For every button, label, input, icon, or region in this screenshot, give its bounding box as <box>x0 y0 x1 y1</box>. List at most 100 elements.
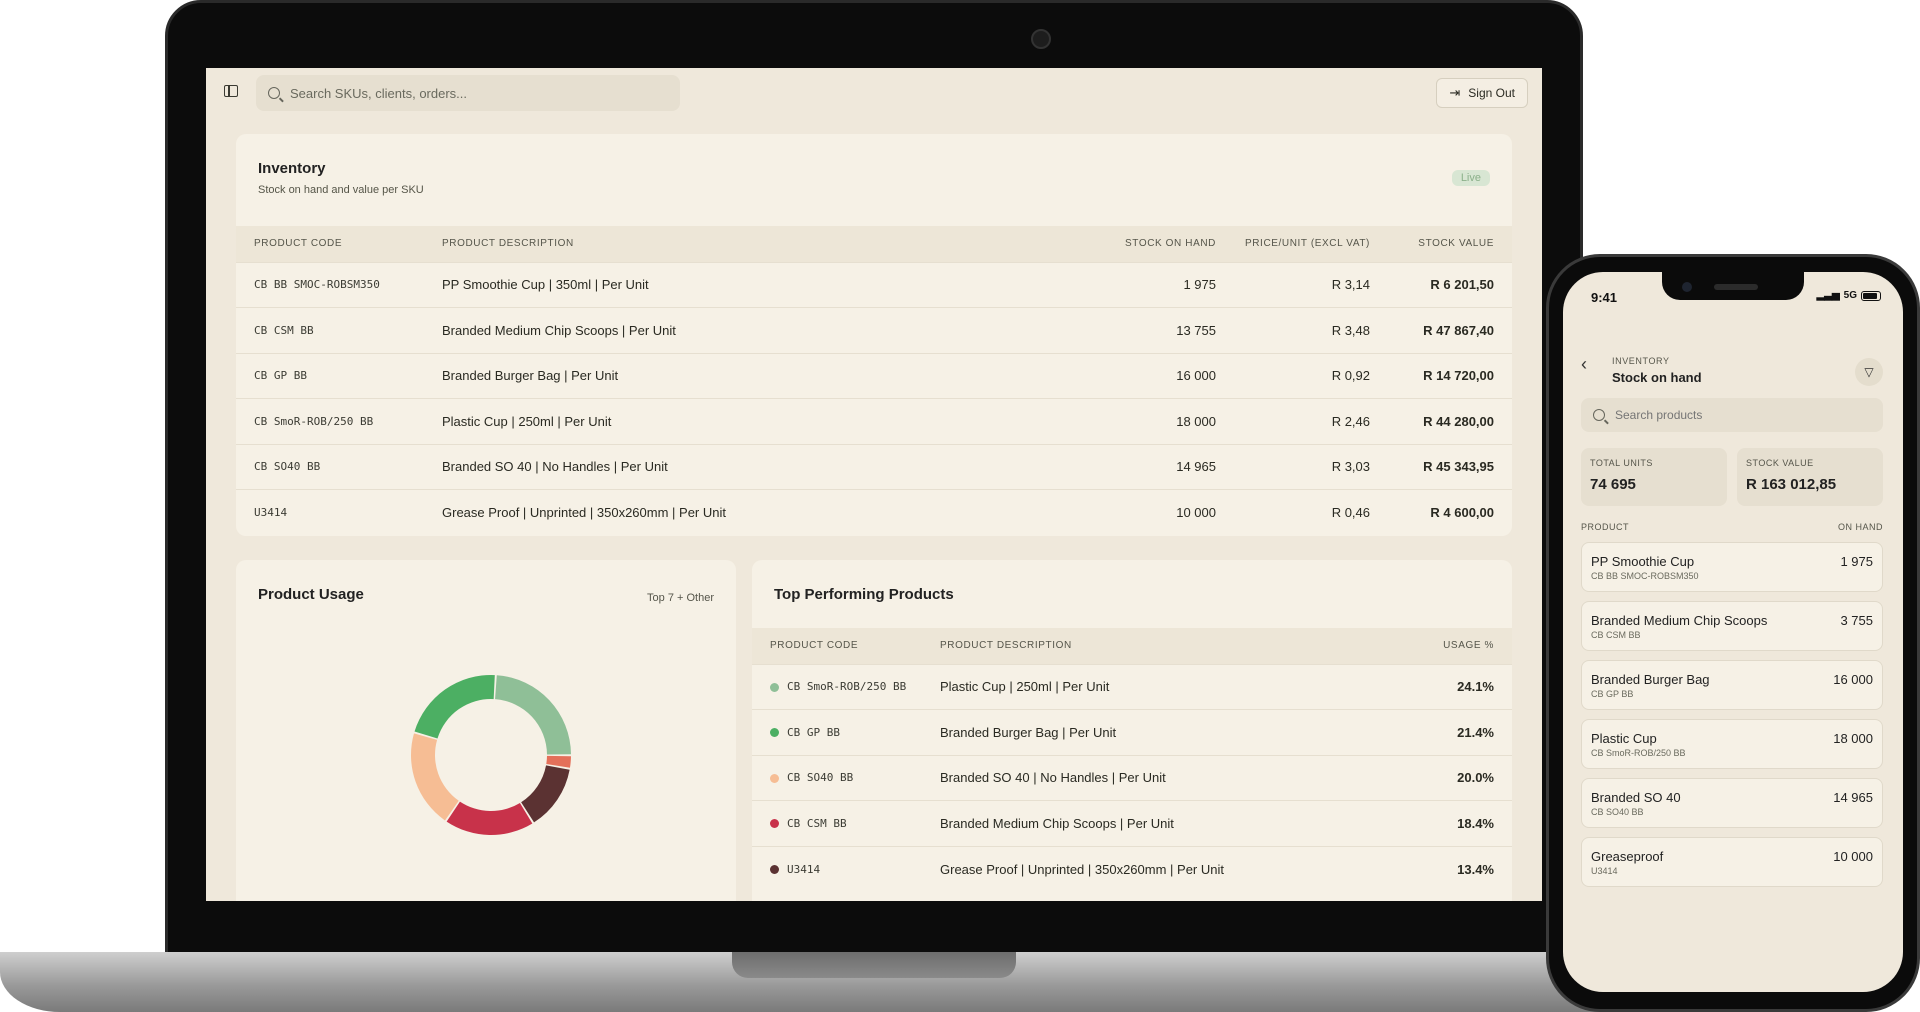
price-unit: R 0,46 <box>1216 489 1370 535</box>
laptop-screen: ⇥ Sign Out Inventory Stock on hand and v… <box>206 68 1542 901</box>
item-name: Branded Burger Bag <box>1591 672 1710 687</box>
sign-out-button[interactable]: ⇥ Sign Out <box>1436 78 1528 108</box>
stock-value: R 45 343,95 <box>1370 443 1512 490</box>
table-row[interactable]: U3414 Grease Proof | Unprinted | 350x260… <box>236 489 1512 535</box>
table-row[interactable]: CB SmoR-ROB/250 BB Plastic Cup | 250ml |… <box>752 663 1512 710</box>
table-row[interactable]: CB SO40 BB Branded SO 40 | No Handles | … <box>752 754 1512 801</box>
top-products-panel: Top Performing Products PRODUCT CODE PRO… <box>752 560 1512 901</box>
stat-total-units: TOTAL UNITS 74 695 <box>1581 448 1727 506</box>
legend-dot <box>770 773 779 783</box>
inventory-table: PRODUCT CODE PRODUCT DESCRIPTION STOCK O… <box>236 226 1512 535</box>
price-unit: R 2,46 <box>1216 398 1370 444</box>
search-icon <box>268 87 280 99</box>
col-price-unit[interactable]: PRICE/UNIT (EXCL VAT) <box>1216 226 1370 262</box>
table-row[interactable]: CB BB SMOC-ROBSM350 PP Smoothie Cup | 35… <box>236 261 1512 308</box>
item-qty: 3 755 <box>1840 613 1873 628</box>
col-product-description[interactable]: PRODUCT DESCRIPTION <box>442 226 922 262</box>
donut-segment-4[interactable] <box>411 733 459 821</box>
product-code-cell: CB SmoR-ROB/250 BB <box>752 663 940 710</box>
item-name: Branded SO 40 <box>1591 790 1681 805</box>
stat-value: 74 695 <box>1590 476 1636 493</box>
mobile-search-input[interactable] <box>1615 408 1865 422</box>
table-row[interactable]: CB GP BB Branded Burger Bag | Per Unit 1… <box>236 352 1512 399</box>
item-name: Branded Medium Chip Scoops <box>1591 613 1768 628</box>
stock-value: R 6 201,50 <box>1370 261 1512 308</box>
search-box[interactable] <box>256 75 680 111</box>
network-label: 5G <box>1843 290 1857 301</box>
stock-on-hand: 16 000 <box>922 352 1216 399</box>
usage-donut-chart <box>411 675 571 835</box>
stock-value: R 44 280,00 <box>1370 398 1512 444</box>
sidebar-toggle-icon[interactable] <box>224 85 238 97</box>
product-description: Plastic Cup | 250ml | Per Unit <box>940 663 1396 710</box>
status-indicators: ▂▃▅ 5G <box>1817 290 1881 301</box>
stock-value: R 47 867,40 <box>1370 307 1512 353</box>
inventory-subtitle: Stock on hand and value per SKU <box>258 184 424 196</box>
usage-title: Product Usage <box>258 586 364 603</box>
usage-percent: 13.4% <box>1396 845 1512 892</box>
donut-segment-2[interactable] <box>521 765 570 823</box>
table-row[interactable]: CB CSM BB Branded Medium Chip Scoops | P… <box>236 307 1512 353</box>
item-code: CB GP BB <box>1591 689 1634 699</box>
search-input[interactable] <box>290 85 650 101</box>
stat-value: R 163 012,85 <box>1746 476 1837 493</box>
filter-button[interactable]: ▽ <box>1855 358 1883 386</box>
table-row[interactable]: U3414 Grease Proof | Unprinted | 350x260… <box>752 845 1512 892</box>
status-time: 9:41 <box>1591 290 1618 305</box>
table-row[interactable]: CB CSM BB Branded Medium Chip Scoops | P… <box>752 800 1512 846</box>
col-product-code[interactable]: PRODUCT CODE <box>236 226 442 262</box>
table-row[interactable]: CB GP BB Branded Burger Bag | Per Unit 2… <box>752 709 1512 755</box>
stock-on-hand: 10 000 <box>922 489 1216 535</box>
product-code-cell: U3414 <box>752 845 940 892</box>
col-product-description[interactable]: PRODUCT DESCRIPTION <box>940 628 1396 664</box>
mobile-list-header: PRODUCT ON HAND <box>1581 522 1883 532</box>
list-item[interactable]: Plastic Cup CB SmoR-ROB/250 BB 18 000 <box>1581 719 1883 769</box>
item-name: PP Smoothie Cup <box>1591 554 1695 569</box>
product-description: PP Smoothie Cup | 350ml | Per Unit <box>442 261 922 308</box>
product-code: CB CSM BB <box>787 816 847 830</box>
item-code: CB BB SMOC-ROBSM350 <box>1591 571 1699 581</box>
item-qty: 14 965 <box>1833 790 1873 805</box>
item-qty: 18 000 <box>1833 731 1873 746</box>
list-item[interactable]: Branded Burger Bag CB GP BB 16 000 <box>1581 660 1883 710</box>
product-code: CB SmoR-ROB/250 BB <box>787 680 907 694</box>
product-code: CB SO40 BB <box>787 771 854 785</box>
legend-dot <box>770 682 779 692</box>
back-chevron-icon[interactable]: ‹ <box>1581 354 1587 374</box>
price-unit: R 0,92 <box>1216 352 1370 399</box>
donut-segment-5[interactable] <box>414 675 495 739</box>
usage-percent: 20.0% <box>1396 754 1512 801</box>
col-product-code[interactable]: PRODUCT CODE <box>752 628 940 664</box>
table-row[interactable]: CB SmoR-ROB/250 BB Plastic Cup | 250ml |… <box>236 398 1512 444</box>
stock-value: R 4 600,00 <box>1370 489 1512 535</box>
table-row[interactable]: CB SO40 BB Branded SO 40 | No Handles | … <box>236 443 1512 490</box>
product-code: U3414 <box>236 489 442 535</box>
legend-dot <box>770 728 779 738</box>
price-unit: R 3,03 <box>1216 443 1370 490</box>
donut-segment-1[interactable] <box>546 755 571 768</box>
mobile-eyebrow: INVENTORY <box>1612 356 1670 366</box>
top-bar: ⇥ Sign Out <box>206 68 1542 124</box>
sign-out-label: Sign Out <box>1468 86 1515 100</box>
product-code-cell: CB CSM BB <box>752 800 940 846</box>
product-code: CB GP BB <box>787 725 840 739</box>
live-badge: Live <box>1451 170 1490 186</box>
list-item[interactable]: PP Smoothie Cup CB BB SMOC-ROBSM350 1 97… <box>1581 542 1883 592</box>
stat-label: STOCK VALUE <box>1746 458 1814 468</box>
product-description: Branded SO 40 | No Handles | Per Unit <box>940 754 1396 801</box>
list-header-on-hand: ON HAND <box>1837 522 1883 532</box>
col-usage[interactable]: USAGE % <box>1396 628 1512 664</box>
item-qty: 10 000 <box>1833 849 1873 864</box>
stat-label: TOTAL UNITS <box>1590 458 1653 468</box>
col-stock-value[interactable]: STOCK VALUE <box>1370 226 1512 262</box>
list-item[interactable]: Branded SO 40 CB SO40 BB 14 965 <box>1581 778 1883 828</box>
mobile-search-box[interactable] <box>1581 398 1883 432</box>
list-item[interactable]: Branded Medium Chip Scoops CB CSM BB 3 7… <box>1581 601 1883 651</box>
col-stock-on-hand[interactable]: STOCK ON HAND <box>922 226 1216 262</box>
list-item[interactable]: Greaseproof U3414 10 000 <box>1581 837 1883 887</box>
top-products-title: Top Performing Products <box>774 586 954 603</box>
stock-on-hand: 18 000 <box>922 398 1216 444</box>
donut-segment-3[interactable] <box>446 801 533 835</box>
donut-segment-0[interactable] <box>495 675 571 755</box>
